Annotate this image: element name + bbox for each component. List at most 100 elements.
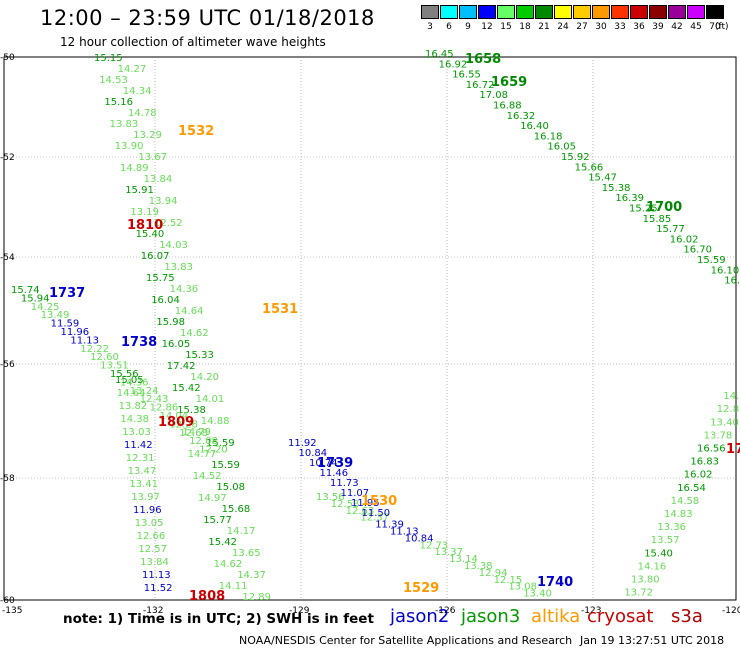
wave-height-value: 15.59 <box>697 255 726 266</box>
wave-height-value: 15.38 <box>602 183 631 194</box>
color-swatch <box>516 5 534 19</box>
color-scale-label: 30 <box>595 22 607 32</box>
wave-height-value: 16.38 <box>724 276 740 287</box>
wave-height-value: 16.88 <box>493 101 522 112</box>
wave-height-value: 16.70 <box>683 245 712 256</box>
wave-height-value: 13.83 <box>110 119 139 130</box>
color-scale-label: 18 <box>519 22 531 32</box>
wave-height-value: 13.84 <box>140 557 169 568</box>
color-scale-label: 42 <box>671 22 683 32</box>
wave-height-value: 14.88 <box>201 416 230 427</box>
axis-labels: -135 -132 -129 -126 -123 -120 -50 -52 -54 -56 -58 -… <box>0 53 740 616</box>
wave-height-value: 11.52 <box>144 583 173 594</box>
wave-height-value: 13.05 <box>135 518 164 529</box>
pass-number-label: 1739 <box>317 456 353 471</box>
wave-height-value: 13.29 <box>133 130 162 141</box>
color-scale-label: 33 <box>614 22 626 32</box>
map-title: 12:00 – 23:59 UTC 01/18/2018 <box>40 6 375 30</box>
wave-height-value: 15.98 <box>156 317 185 328</box>
pass-number-label: 1531 <box>262 302 298 317</box>
wave-height-value: 14.52 <box>193 471 222 482</box>
color-scale-unit: (ft) <box>715 22 729 32</box>
lon-label: -123 <box>581 606 601 616</box>
wave-height-value: 14.25 <box>31 302 60 313</box>
wave-height-value: 14.36 <box>170 284 199 295</box>
wave-height-value: 14.62 <box>180 328 209 339</box>
wave-height-value: 13.82 <box>119 401 148 412</box>
wave-height-value: 15.15 <box>94 53 123 64</box>
lat-label: -54 <box>0 253 15 263</box>
color-swatch <box>440 5 458 19</box>
wave-height-value: 14.11 <box>219 581 248 592</box>
wave-height-value: 12.31 <box>126 453 155 464</box>
wave-height-value: 15.91 <box>125 185 154 196</box>
color-swatch <box>478 5 496 19</box>
wave-height-value: 11.46 <box>320 468 349 479</box>
satellite-jason2: jason2 <box>390 606 450 627</box>
wave-height-value: 14.36 <box>120 377 149 388</box>
color-swatch <box>459 5 477 19</box>
wave-height-value: 14.97 <box>198 493 227 504</box>
wave-height-value: 15.40 <box>136 229 165 240</box>
color-scale-label: 27 <box>576 22 588 32</box>
wave-height-value: 13.56 <box>316 492 345 503</box>
wave-height-value: 16.45 <box>425 49 454 60</box>
satellite-cryosat: cryosat <box>587 606 654 627</box>
wave-height-value: 13.80 <box>631 575 660 586</box>
wave-height-value: 15.92 <box>561 152 590 163</box>
wave-height-value: 14.89 <box>120 163 149 174</box>
wave-height-value: 15.68 <box>222 504 251 515</box>
wave-height-value: 15.05 <box>115 375 144 386</box>
wave-height-value: 13.08 <box>508 582 537 593</box>
wave-height-value: 16.72 <box>466 80 495 91</box>
wave-height-value: 17.42 <box>167 361 196 372</box>
wave-height-value: 13.47 <box>128 466 157 477</box>
color-swatch <box>535 5 553 19</box>
lon-label: -135 <box>2 606 22 616</box>
wave-height-value: 12.73 <box>420 540 449 551</box>
wave-height-value: 11.13 <box>390 527 419 538</box>
color-scale-label: 24 <box>557 22 569 32</box>
wave-height-value: 16.32 <box>507 111 536 122</box>
wave-height-value: 12.37 <box>360 513 389 524</box>
wave-height-value: 13.65 <box>232 548 261 559</box>
wave-height-value: 13.57 <box>651 535 680 546</box>
wave-height-value: 12.94 <box>479 568 508 579</box>
wave-height-value: 12.63 <box>346 506 375 517</box>
wave-height-value: 13.90 <box>115 141 144 152</box>
wave-height-value: 12.60 <box>90 352 119 363</box>
color-swatch <box>554 5 572 19</box>
color-scale-label: 15 <box>500 22 512 32</box>
lat-label: -60 <box>0 596 15 606</box>
wave-height-tracks: 15.1514.2714.5314.3415.1614.7813.8313.29… <box>11 49 740 603</box>
wave-height-value: 15.75 <box>146 273 175 284</box>
footer-credit: NOAA/NESDIS Center for Satellite Applica… <box>239 634 573 647</box>
wave-height-value: 11.95 <box>351 498 380 509</box>
wave-height-value: 13.67 <box>138 152 167 163</box>
wave-height-value: 14.78 <box>128 108 157 119</box>
wave-height-value: 16.18 <box>534 131 563 142</box>
wave-height-value: 15.42 <box>208 537 237 548</box>
wave-height-value: 13.49 <box>41 310 70 321</box>
wave-height-value: 13.37 <box>434 547 463 558</box>
satellite-s3a: s3a <box>671 606 703 627</box>
wave-height-value: 14.58 <box>671 496 700 507</box>
wave-height-value: 12.57 <box>138 544 167 555</box>
wave-height-value: 11.92 <box>288 438 317 449</box>
map-frame <box>3 56 737 601</box>
wave-height-value: 12.43 <box>140 394 169 405</box>
pass-number-label: 1740 <box>537 575 573 590</box>
wave-height-value: 15.25 <box>629 204 658 215</box>
pass-number-label: 1659 <box>491 75 527 90</box>
wave-height-value: 16.55 <box>452 70 481 81</box>
wave-height-value: 13.24 <box>130 386 159 397</box>
lat-label: -58 <box>0 474 15 484</box>
lat-label: -52 <box>0 153 15 163</box>
color-swatch <box>630 5 648 19</box>
wave-height-value: 16.02 <box>684 470 713 481</box>
wave-height-value: 12.53 <box>331 499 360 510</box>
color-scale-label: 3 <box>427 22 433 32</box>
lon-label: -126 <box>435 606 456 616</box>
wave-height-value: 13.78 <box>704 430 733 441</box>
